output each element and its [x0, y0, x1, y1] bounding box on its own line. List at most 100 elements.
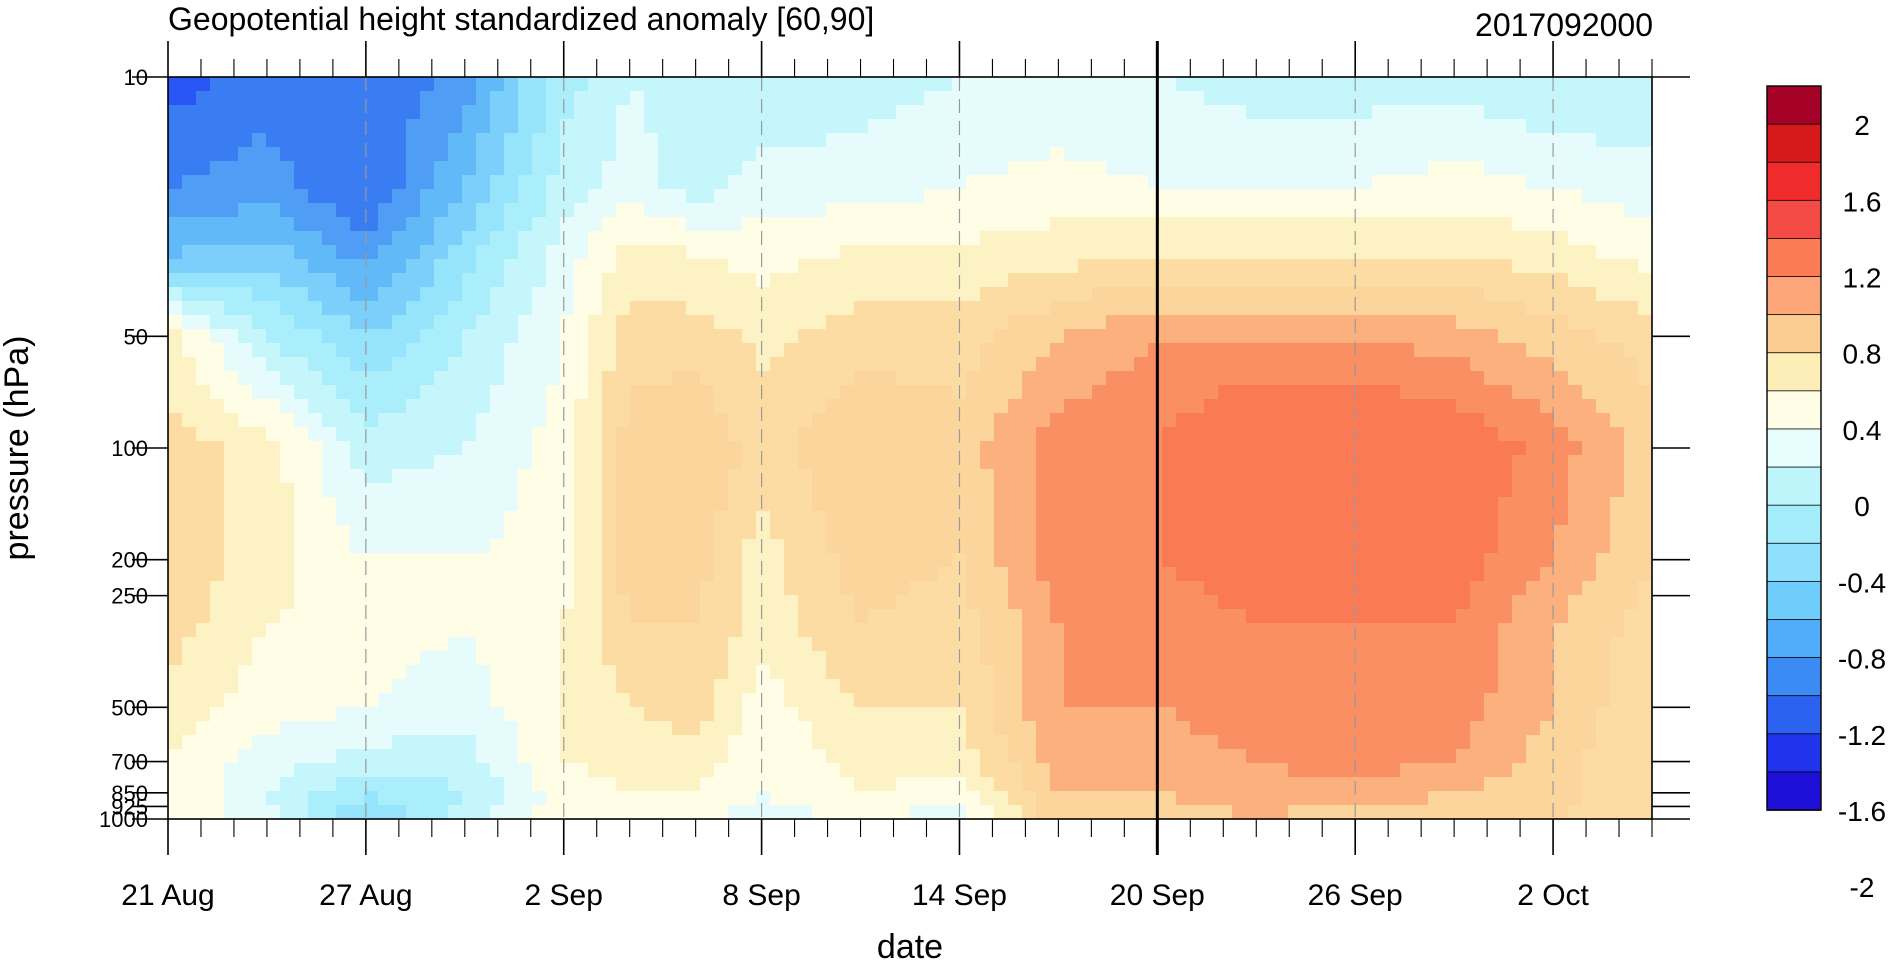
contour-cell: [1218, 385, 1233, 400]
contour-cell: [350, 161, 365, 176]
contour-cell: [812, 245, 827, 260]
contour-cell: [1246, 413, 1261, 428]
contour-cell: [882, 609, 897, 624]
contour-cell: [1302, 623, 1317, 638]
contour-cell: [686, 567, 701, 582]
contour-cell: [1120, 413, 1135, 428]
contour-cell: [1274, 539, 1289, 554]
contour-cell: [560, 357, 575, 372]
contour-cell: [896, 497, 911, 512]
contour-cell: [1316, 245, 1331, 260]
contour-cell: [644, 441, 659, 456]
contour-cell: [1218, 427, 1233, 442]
contour-cell: [854, 231, 869, 246]
contour-cell: [854, 707, 869, 722]
contour-cell: [1554, 637, 1569, 652]
contour-cell: [350, 637, 365, 652]
contour-cell: [1288, 343, 1303, 358]
contour-cell: [1372, 651, 1387, 666]
contour-cell: [1512, 483, 1527, 498]
contour-cell: [994, 217, 1009, 232]
contour-cell: [910, 413, 925, 428]
contour-cell: [378, 245, 393, 260]
contour-cell: [238, 259, 253, 274]
contour-cell: [1540, 413, 1555, 428]
contour-cell: [1078, 147, 1093, 162]
contour-cell: [728, 105, 743, 120]
contour-cell: [532, 427, 547, 442]
contour-cell: [1512, 217, 1527, 232]
contour-cell: [560, 581, 575, 596]
contour-cell: [1428, 231, 1443, 246]
contour-cell: [616, 357, 631, 372]
contour-cell: [630, 189, 645, 204]
contour-cell: [630, 301, 645, 316]
contour-cell: [294, 427, 309, 442]
contour-cell: [714, 693, 729, 708]
contour-cell: [1134, 259, 1149, 274]
contour-cell: [280, 679, 295, 694]
contour-cell: [1162, 721, 1177, 736]
contour-cell: [1148, 707, 1163, 722]
contour-cell: [462, 609, 477, 624]
contour-cell: [1610, 595, 1625, 610]
contour-cell: [1624, 483, 1639, 498]
contour-cell: [1134, 329, 1149, 344]
contour-cell: [1442, 287, 1457, 302]
contour-cell: [672, 259, 687, 274]
contour-cell: [406, 441, 421, 456]
contour-cell: [1302, 539, 1317, 554]
contour-cell: [434, 385, 449, 400]
contour-cell: [1106, 371, 1121, 386]
contour-cell: [994, 343, 1009, 358]
contour-cell: [938, 357, 953, 372]
contour-cell: [1414, 441, 1429, 456]
contour-cell: [490, 245, 505, 260]
contour-cell: [1484, 161, 1499, 176]
contour-cell: [882, 427, 897, 442]
contour-cell: [784, 595, 799, 610]
contour-cell: [378, 91, 393, 106]
contour-cell: [490, 175, 505, 190]
contour-cell: [910, 175, 925, 190]
contour-cell: [1582, 721, 1597, 736]
contour-cell: [1400, 189, 1415, 204]
contour-cell: [224, 91, 239, 106]
contour-cell: [434, 511, 449, 526]
contour-cell: [826, 203, 841, 218]
contour-cell: [420, 133, 435, 148]
contour-cell: [686, 721, 701, 736]
contour-cell: [700, 245, 715, 260]
contour-cell: [994, 119, 1009, 134]
contour-cell: [1204, 119, 1219, 134]
contour-cell: [1344, 203, 1359, 218]
contour-cell: [462, 399, 477, 414]
contour-cell: [1246, 245, 1261, 260]
contour-cell: [1498, 637, 1513, 652]
contour-cell: [1050, 511, 1065, 526]
contour-cell: [714, 91, 729, 106]
contour-cell: [364, 175, 379, 190]
contour-cell: [1386, 105, 1401, 120]
contour-cell: [266, 567, 281, 582]
contour-cell: [1190, 525, 1205, 540]
contour-cell: [266, 637, 281, 652]
contour-cell: [1442, 427, 1457, 442]
contour-cell: [952, 133, 967, 148]
contour-cell: [546, 329, 561, 344]
contour-cell: [1134, 721, 1149, 736]
contour-cell: [854, 175, 869, 190]
contour-cell: [770, 231, 785, 246]
contour-cell: [322, 357, 337, 372]
contour-cell: [1302, 315, 1317, 330]
contour-cell: [392, 693, 407, 708]
contour-cell: [1176, 567, 1191, 582]
contour-cell: [910, 231, 925, 246]
contour-cell: [826, 553, 841, 568]
contour-cell: [1470, 455, 1485, 470]
contour-cell: [784, 399, 799, 414]
contour-cell: [1120, 161, 1135, 176]
contour-cell: [1470, 189, 1485, 204]
contour-cell: [1344, 427, 1359, 442]
contour-cell: [1246, 623, 1261, 638]
